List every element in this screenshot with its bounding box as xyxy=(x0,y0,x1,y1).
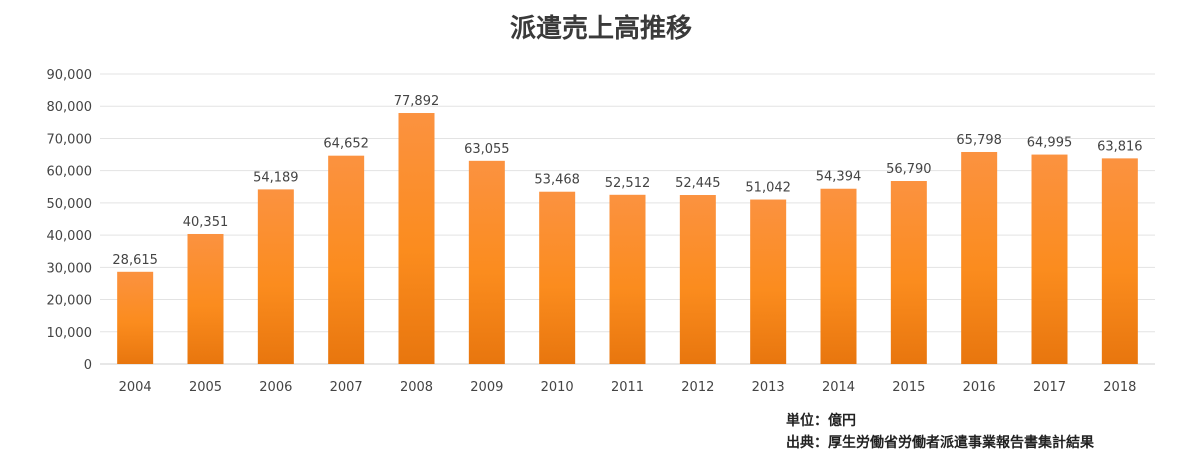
bar-2007 xyxy=(328,155,365,364)
y-tick-label: 80,000 xyxy=(47,100,93,115)
y-tick-label: 10,000 xyxy=(47,326,93,341)
data-label-2013: 51,042 xyxy=(745,181,791,196)
y-tick-label: 30,000 xyxy=(47,261,93,276)
data-label-2004: 28,615 xyxy=(112,253,158,268)
x-tick-label-2015: 2015 xyxy=(892,380,925,395)
data-label-2008: 77,892 xyxy=(394,94,440,109)
x-tick-label-2007: 2007 xyxy=(330,380,363,395)
x-tick-label-2005: 2005 xyxy=(189,380,222,395)
data-label-2009: 63,055 xyxy=(464,142,510,157)
x-tick-label-2009: 2009 xyxy=(470,380,503,395)
x-tick-label-2006: 2006 xyxy=(259,380,292,395)
x-tick-label-2016: 2016 xyxy=(963,380,996,395)
x-tick-label-2014: 2014 xyxy=(822,380,855,395)
x-tick-label-2010: 2010 xyxy=(541,380,574,395)
source-note: 出典：厚生労働省労働者派遣事業報告書集計結果 xyxy=(786,435,1094,451)
y-tick-label: 20,000 xyxy=(47,294,93,309)
x-tick-label-2013: 2013 xyxy=(752,380,785,395)
bar-2008 xyxy=(398,113,435,364)
data-label-2016: 65,798 xyxy=(956,133,1002,148)
bar-2014 xyxy=(820,188,857,364)
unit-note: 単位：億円 xyxy=(786,413,856,429)
x-tick-label-2008: 2008 xyxy=(400,380,433,395)
y-tick-label: 60,000 xyxy=(47,165,93,180)
data-label-2015: 56,790 xyxy=(886,162,932,177)
x-tick-label-2018: 2018 xyxy=(1103,380,1136,395)
data-label-2010: 53,468 xyxy=(534,173,580,188)
data-label-2014: 54,394 xyxy=(816,170,862,185)
bar-2005 xyxy=(187,233,224,364)
data-label-2018: 63,816 xyxy=(1097,139,1143,154)
data-label-2007: 64,652 xyxy=(323,137,369,152)
y-tick-label: 70,000 xyxy=(47,132,93,147)
y-tick-label: 90,000 xyxy=(47,68,93,83)
data-label-2006: 54,189 xyxy=(253,170,299,185)
y-tick-label: 50,000 xyxy=(47,197,93,212)
x-tick-label-2011: 2011 xyxy=(611,380,644,395)
data-label-2005: 40,351 xyxy=(183,215,229,230)
x-tick-label-2012: 2012 xyxy=(681,380,714,395)
bar-2017 xyxy=(1031,154,1068,364)
data-label-2017: 64,995 xyxy=(1027,136,1073,151)
bar-2004 xyxy=(117,271,154,364)
chart-title: 派遣売上高推移 xyxy=(509,14,692,44)
bar-2011 xyxy=(609,194,646,364)
bar-2010 xyxy=(539,191,576,364)
bar-2009 xyxy=(468,160,505,364)
data-label-2011: 52,512 xyxy=(605,176,651,191)
data-label-2012: 52,445 xyxy=(675,176,721,191)
bar-2018 xyxy=(1101,158,1138,364)
y-tick-label: 40,000 xyxy=(47,229,93,244)
x-tick-label-2004: 2004 xyxy=(119,380,152,395)
bar-2013 xyxy=(750,199,787,364)
bar-2012 xyxy=(679,195,716,364)
y-tick-label: 0 xyxy=(84,358,92,373)
bar-2016 xyxy=(961,151,998,364)
bar-2006 xyxy=(257,189,294,364)
bar-2015 xyxy=(890,181,927,364)
x-tick-label-2017: 2017 xyxy=(1033,380,1066,395)
